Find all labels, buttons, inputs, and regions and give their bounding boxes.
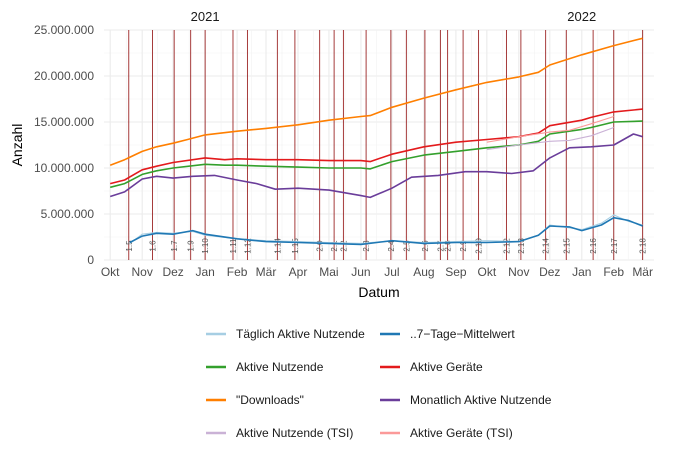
- y-axis-ticks: 0 5.000.000 10.000.000 15.000.000 20.000.000…: [34, 23, 94, 267]
- legend-label: Täglich Aktive Nutzende: [236, 327, 365, 341]
- x-tick-label: Feb: [603, 265, 624, 279]
- series-line-downloads: [109, 37, 643, 166]
- series-line-mittelwert: [129, 216, 643, 246]
- x-tick-label: Apr: [289, 265, 308, 279]
- x-tick-label: Jan: [195, 265, 214, 279]
- version-label: 2.18: [639, 238, 648, 254]
- version-label: 1.9: [187, 240, 196, 252]
- version-label: 2.6: [421, 240, 430, 252]
- legend-item-taeglich: Täglich Aktive Nutzende: [206, 327, 365, 341]
- version-label: 1.6: [148, 240, 157, 252]
- legend-item-downloads: "Downloads": [206, 393, 304, 407]
- y-axis-title: Anzahl: [9, 124, 25, 167]
- x-tick-label: Mär: [632, 265, 653, 279]
- x-tick-label: Okt: [101, 265, 120, 279]
- legend-item-monatlich: Monatlich Aktive Nutzende: [380, 393, 552, 407]
- version-label: 2.0: [316, 240, 325, 252]
- version-label: 2.1: [330, 240, 339, 252]
- legend-label: Aktive Geräte: [410, 360, 483, 374]
- version-label: 2.3: [362, 240, 371, 252]
- grid: [104, 29, 654, 261]
- version-label: 2.4: [387, 240, 396, 252]
- x-tick-label: Dez: [539, 265, 560, 279]
- version-lines: 1.5 1.6 1.7 1.9 1.10 1.11 1.12 1.14 1.15 2.0 2.1 2.…: [125, 30, 648, 260]
- legend-item-mittelwert: ..7−Tage−Mittelwert: [380, 327, 515, 341]
- version-label: 2.15: [562, 238, 571, 254]
- version-label: 2.8: [444, 240, 453, 252]
- y-tick-label: 5.000.000: [41, 207, 95, 221]
- legend-label: Aktive Nutzende: [236, 360, 324, 374]
- version-label: 2.16: [589, 238, 598, 254]
- x-tick-label: Okt: [477, 265, 496, 279]
- y-tick-label: 0: [87, 253, 94, 267]
- version-label: 1.5: [125, 240, 134, 252]
- y-tick-label: 25.000.000: [34, 23, 94, 37]
- x-tick-label: Jan: [572, 265, 591, 279]
- y-tick-label: 10.000.000: [34, 161, 94, 175]
- version-label: 1.7: [170, 240, 179, 252]
- version-label: 2.5: [402, 240, 411, 252]
- version-label: 2.17: [610, 238, 619, 254]
- version-label: 1.15: [291, 238, 300, 254]
- version-label: 1.14: [273, 238, 282, 254]
- version-label: 2.9: [459, 240, 468, 252]
- series-line-aktive-nutzende: [110, 120, 643, 189]
- x-tick-label: Dez: [162, 265, 183, 279]
- legend: Täglich Aktive Nutzende ..7−Tage−Mittelwe…: [206, 327, 552, 440]
- x-tick-label: Feb: [227, 265, 248, 279]
- x-tick-label: Jun: [351, 265, 370, 279]
- x-axis-ticks: Okt Nov Dez Jan Feb Mär Apr Mai Jun Jul Aug Sep Okt N…: [101, 265, 653, 279]
- legend-label: Monatlich Aktive Nutzende: [410, 393, 552, 407]
- series-line-aktive-geraete-tsi: [486, 115, 614, 143]
- legend-item-aktive-geraete-tsi: Aktive Geräte (TSI): [380, 426, 513, 440]
- legend-label: Aktive Geräte (TSI): [410, 426, 513, 440]
- series-lines: [109, 37, 643, 246]
- version-label: 2.14: [542, 238, 551, 254]
- x-tick-label: Sep: [445, 265, 467, 279]
- x-tick-label: Aug: [413, 265, 434, 279]
- legend-label: ..7−Tage−Mittelwert: [410, 327, 515, 341]
- version-label: 2.2: [339, 240, 348, 252]
- series-line-aktive-nutzende-tsi: [486, 126, 614, 151]
- x-tick-label: Nov: [508, 265, 529, 279]
- version-label: 1.11: [229, 238, 238, 254]
- x-tick-label: Mai: [319, 265, 338, 279]
- version-label: 2.13: [517, 238, 526, 254]
- y-tick-label: 20.000.000: [34, 69, 94, 83]
- year-label: 2022: [567, 9, 596, 24]
- version-label: 2.12: [502, 238, 511, 254]
- legend-item-aktive-nutzende-tsi: Aktive Nutzende (TSI): [206, 426, 353, 440]
- x-tick-label: Mär: [256, 265, 277, 279]
- version-label: 2.10: [475, 238, 484, 254]
- x-axis-title: Datum: [358, 284, 399, 300]
- legend-item-aktive-geraete: Aktive Geräte: [380, 360, 483, 374]
- y-tick-label: 15.000.000: [34, 115, 94, 129]
- version-label: 1.12: [243, 238, 252, 254]
- version-label: 2.7: [436, 240, 445, 252]
- series-line-monatlich: [109, 133, 643, 199]
- x-tick-label: Jul: [384, 265, 399, 279]
- legend-item-aktive-nutzende: Aktive Nutzende: [206, 360, 324, 374]
- year-label: 2021: [191, 9, 220, 24]
- legend-label: Aktive Nutzende (TSI): [236, 426, 353, 440]
- x-tick-label: Nov: [132, 265, 153, 279]
- legend-label: "Downloads": [236, 393, 304, 407]
- version-label: 1.10: [201, 238, 210, 254]
- series-line-aktive-geraete: [110, 108, 643, 185]
- year-labels: 2021 2022: [191, 9, 597, 24]
